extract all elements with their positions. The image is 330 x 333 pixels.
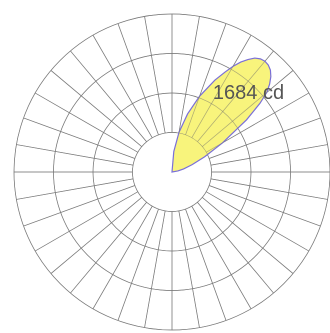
grid-spoke-overlay <box>144 16 166 134</box>
grid-spoke-overlay <box>202 197 294 274</box>
grid-spoke-overlay <box>178 210 200 328</box>
grid-ring-overlay <box>13 13 330 331</box>
grid-spoke-overlay <box>144 210 166 328</box>
grid-spoke-overlay <box>50 70 142 147</box>
grid-ring-overlay <box>53 53 291 291</box>
grid-spoke-overlay <box>16 144 134 166</box>
grid-spoke-overlay <box>191 206 252 310</box>
grid-spoke-overlay <box>92 34 153 138</box>
grid-spoke-overlay <box>209 185 321 227</box>
grid-spoke-overlay <box>117 209 159 321</box>
grid-spoke-overlay <box>16 178 134 200</box>
grid-ring-overlay <box>92 92 252 252</box>
grid-spoke-overlay <box>92 206 153 310</box>
grid-spoke-overlay <box>202 70 294 147</box>
grid-spoke-overlay <box>117 23 159 135</box>
grid-spoke-overlay <box>178 16 200 134</box>
grid-spoke-overlay <box>70 202 147 294</box>
peak-value-label: 1684 cd <box>213 82 284 104</box>
grid-spoke-overlay <box>197 50 274 142</box>
grid-spoke-overlay <box>34 191 138 252</box>
grid-spoke-overlay <box>197 202 274 294</box>
grid-spoke-overlay <box>209 117 321 159</box>
grid-spoke-overlay <box>23 117 135 159</box>
grid-spoke-overlay <box>206 92 310 153</box>
grid-spoke-overlay <box>50 197 142 274</box>
grid-spoke-overlay <box>210 178 328 200</box>
grid-spoke-overlay <box>191 34 252 138</box>
grid-spoke-overlay <box>23 185 135 227</box>
grid-spoke-overlay <box>206 191 310 252</box>
grid-spoke-overlay <box>185 209 227 321</box>
grid-spoke-overlay <box>185 23 227 135</box>
grid-spoke-overlay <box>210 144 328 166</box>
grid-spoke-overlay <box>70 50 147 142</box>
grid-spoke-overlay <box>34 92 138 153</box>
